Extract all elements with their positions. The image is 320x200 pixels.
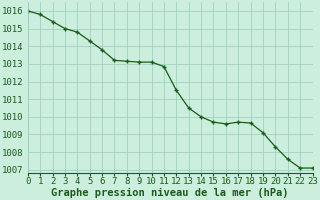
X-axis label: Graphe pression niveau de la mer (hPa): Graphe pression niveau de la mer (hPa) [52, 188, 289, 198]
